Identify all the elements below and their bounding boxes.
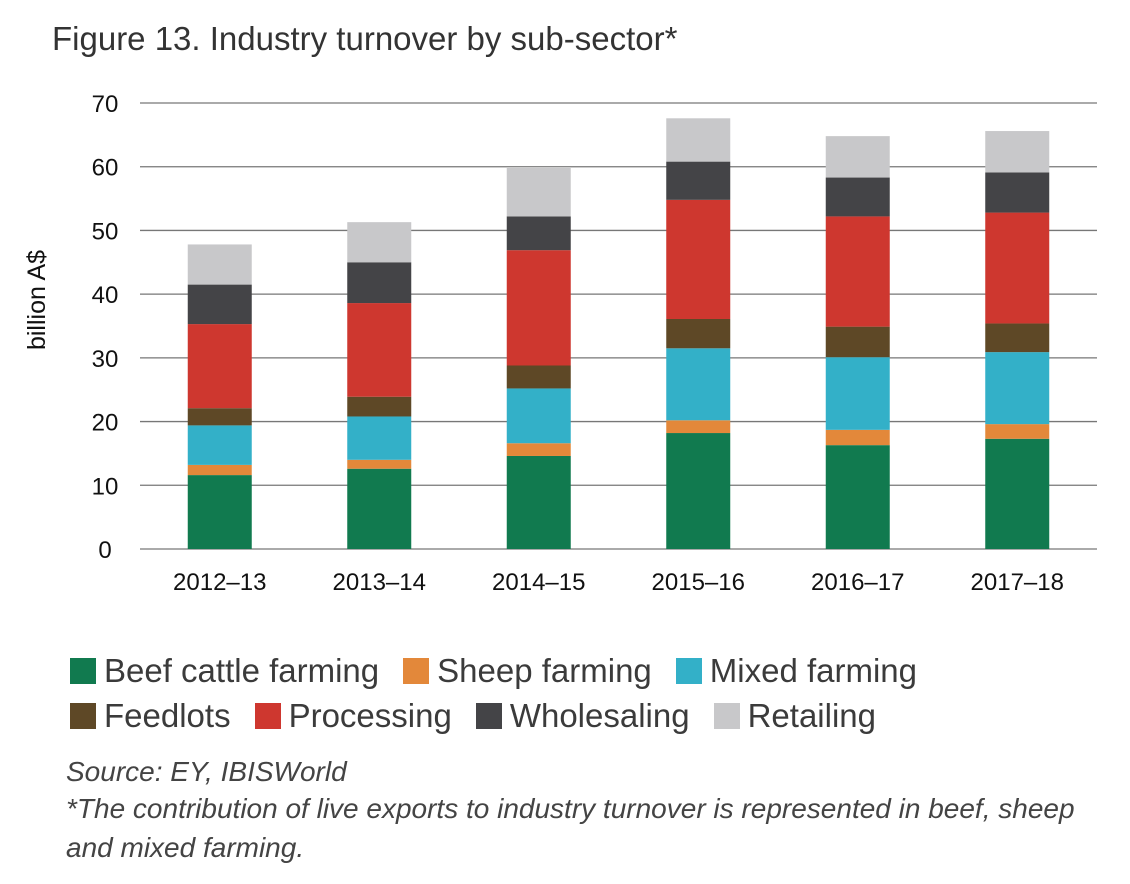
bar-segment-mixed-farming xyxy=(666,348,731,421)
y-tick-label: 50 xyxy=(92,218,119,245)
bar-segment-retailing xyxy=(985,131,1050,173)
legend-row: Feedlots Processing Wholesaling Retailing xyxy=(70,693,1110,738)
bar-segment-beef-cattle-farming xyxy=(187,475,252,549)
bar-segment-mixed-farming xyxy=(506,388,571,444)
y-tick-label: 60 xyxy=(92,155,119,182)
legend-item: Feedlots xyxy=(70,697,231,735)
legend-label: Beef cattle farming xyxy=(104,651,380,689)
stacked-bar-chart: billion A$ 0 10 20 30 40 50 60 70 2012–13 2013–1… xyxy=(23,91,1097,596)
legend: Beef cattle farming Sheep farming Mixed fa… xyxy=(70,648,1110,738)
legend-item: Processing xyxy=(254,696,452,735)
bar-segment-feedlots xyxy=(187,408,252,426)
bar-segment-sheep-farming xyxy=(506,443,571,456)
bar-segment-beef-cattle-farming xyxy=(666,433,731,549)
bar-segment-feedlots xyxy=(825,326,890,358)
bar-segment-wholesaling xyxy=(825,177,890,217)
source-note: Source: EY, IBISWorld xyxy=(66,756,347,787)
bar-segment-beef-cattle-farming xyxy=(825,445,890,549)
legend-label: Feedlots xyxy=(104,696,231,734)
bar-segment-beef-cattle-farming xyxy=(506,455,571,549)
legend-item: Sheep farming xyxy=(403,652,652,690)
y-tick-label: 30 xyxy=(92,346,119,373)
x-tick-label: 2015–16 xyxy=(652,569,745,596)
bar-segment-processing xyxy=(347,303,412,397)
legend-swatch xyxy=(403,657,430,684)
bar-segment-feedlots xyxy=(347,396,412,417)
legend-item: Mixed farming xyxy=(675,651,918,690)
legend-label: Processing xyxy=(288,696,452,734)
bar-segment-retailing xyxy=(506,167,571,217)
x-tick-label: 2016–17 xyxy=(811,569,904,596)
bar-segment-sheep-farming xyxy=(187,464,252,476)
legend-row: Beef cattle farming Sheep farming Mixed fa… xyxy=(70,648,1110,693)
legend-item: Wholesaling xyxy=(475,696,690,735)
legend-swatch xyxy=(254,702,281,729)
bar-segment-feedlots xyxy=(506,365,571,389)
bar-segment-beef-cattle-farming xyxy=(347,468,412,549)
bar-segment-processing xyxy=(506,250,571,366)
bar-segment-mixed-farming xyxy=(347,416,412,460)
bar-segment-retailing xyxy=(187,244,252,285)
bar-segment-processing xyxy=(985,212,1050,324)
bar-segment-feedlots xyxy=(985,323,1050,353)
x-tick-label: 2014–15 xyxy=(492,569,585,596)
bar-segment-wholesaling xyxy=(506,216,571,251)
legend-label: Mixed farming xyxy=(709,651,918,689)
legend-swatch xyxy=(70,702,96,729)
bar-segment-processing xyxy=(666,199,731,319)
y-tick-label: 10 xyxy=(92,473,119,500)
footnote: *The contribution of live exports to ind… xyxy=(66,793,1075,863)
legend-swatch xyxy=(713,702,740,729)
legend-label: Wholesaling xyxy=(509,696,690,734)
bar-segment-sheep-farming xyxy=(825,429,890,446)
bar-segment-wholesaling xyxy=(985,172,1050,213)
bar-segment-wholesaling xyxy=(187,284,252,325)
y-tick-label: 0 xyxy=(98,537,111,564)
bar-segment-sheep-farming xyxy=(666,420,731,434)
bar-segment-retailing xyxy=(825,136,890,178)
bar-segment-wholesaling xyxy=(347,262,412,304)
y-axis-label: billion A$ xyxy=(23,250,51,350)
legend-swatch xyxy=(675,657,702,684)
x-tick-label: 2017–18 xyxy=(971,569,1064,596)
bar-segment-sheep-farming xyxy=(985,424,1050,439)
y-tick-label: 40 xyxy=(92,282,119,309)
x-tick-label: 2012–13 xyxy=(173,569,266,596)
bar-segment-feedlots xyxy=(666,318,731,349)
chart-title: Figure 13. Industry turnover by sub-sect… xyxy=(52,20,678,57)
bar-segment-retailing xyxy=(666,118,731,162)
bar-segment-mixed-farming xyxy=(187,425,252,465)
legend-label: Retailing xyxy=(747,696,877,734)
bar-segment-beef-cattle-farming xyxy=(985,438,1050,549)
bar-segment-wholesaling xyxy=(666,161,731,200)
legend-swatch xyxy=(70,657,96,684)
bar-segment-mixed-farming xyxy=(985,352,1050,425)
legend-item: Retailing xyxy=(713,696,877,735)
bar-segment-mixed-farming xyxy=(825,357,890,430)
y-tick-label: 70 xyxy=(92,91,119,118)
legend-item: Beef cattle farming xyxy=(70,652,379,690)
legend-label: Sheep farming xyxy=(437,651,652,689)
x-tick-label: 2013–14 xyxy=(333,569,426,596)
bar-segment-processing xyxy=(187,324,252,409)
bar-segment-retailing xyxy=(347,222,412,263)
bar-segment-processing xyxy=(825,216,890,327)
bar-segment-sheep-farming xyxy=(347,459,412,469)
legend-swatch xyxy=(475,702,502,729)
y-tick-label: 20 xyxy=(92,410,119,437)
